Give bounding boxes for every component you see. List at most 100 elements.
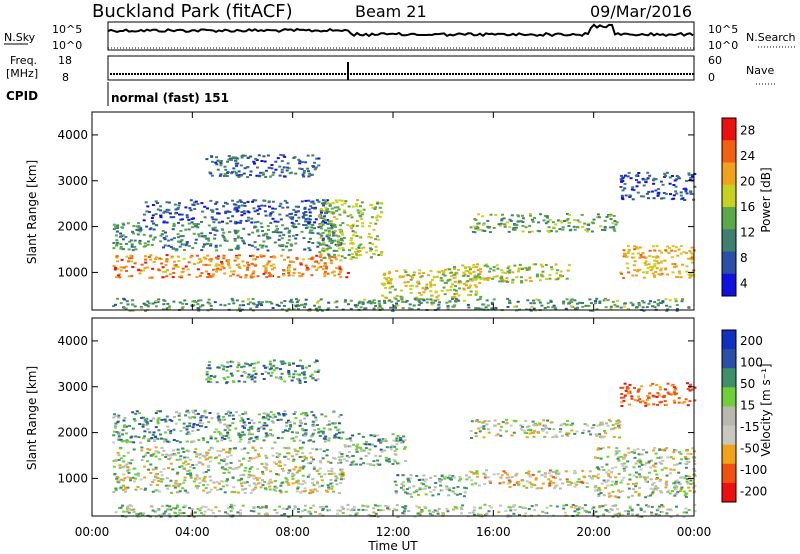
velocity-band-0-cell [284,490,288,493]
power-band-8-cell [655,260,659,263]
power-band-5-cell [411,276,414,279]
power-band-7-cell [532,263,536,266]
velocity-band-9-cell [530,505,534,508]
velocity-band-7-cell [638,458,642,461]
velocity-band-7-cell [643,478,647,481]
velocity-band-1-cell [299,421,303,424]
velocity-band-6-cell [523,431,527,434]
velocity-band-9-cell [639,509,643,512]
power-band-4-cell [328,202,332,205]
velocity-band-0-cell [162,468,166,470]
velocity-band-1-cell [292,413,296,415]
velocity-band-9-cell [395,509,398,511]
power-band-6-cell [558,228,562,231]
velocity-band-0-cell [115,477,119,480]
velocity-band-3-cell [379,439,383,442]
power-band-5-cell [453,280,457,283]
power-band-2-cell [209,199,213,202]
velocity-band-3-cell [385,459,388,462]
velocity-band-8-cell [672,391,676,394]
power-band-5-cell [457,282,461,285]
velocity-band-9-cell [132,511,136,513]
power-band-1-cell [311,231,315,234]
velocity-band-1-cell [238,440,242,443]
velocity-band-9-cell [630,509,634,512]
power-band-1-cell [170,238,174,241]
power-band-4-cell [340,232,344,234]
velocity-band-0-cell [251,489,254,492]
velocity-band-9-cell [534,504,538,507]
power-band-0-cell [236,257,240,260]
velocity-band-9-cell [162,512,166,515]
power-band-0-cell [298,275,302,278]
power-band-5-cell [383,277,387,280]
power-band-4-cell [341,233,345,236]
power-band-1-cell [138,242,142,245]
power-band-10-cell [285,310,289,312]
power-band-10-cell [529,309,533,312]
velocity-band-1-cell [182,422,186,425]
power-band-4-cell [326,202,329,205]
power-band-3-cell [232,167,236,170]
velocity-band-0-cell [154,446,158,449]
power-band-1-cell [267,228,270,231]
velocity-band-7-cell [678,483,682,486]
power-band-0-cell [161,270,165,273]
colorbar-tick-label: -50 [740,441,760,455]
velocity-band-0-cell [273,485,277,488]
velocity-band-0-cell [180,465,184,468]
velocity-band-9-cell [693,510,697,513]
velocity-band-5-cell [552,481,556,484]
power-band-0-cell [209,260,213,263]
power-band-6-cell [592,218,596,221]
power-band-4-cell [341,222,345,224]
power-band-3-cell [302,175,306,178]
power-band-7-cell [477,273,481,276]
power-band-6-cell [605,215,609,218]
power-band-1-cell [203,236,207,239]
power-band-4-cell [343,202,347,205]
power-band-10-cell [131,303,135,306]
power-band-1-cell [335,234,339,237]
power-band-9-cell [693,185,697,188]
velocity-band-9-cell [322,505,325,508]
velocity-band-8-cell [688,383,692,386]
velocity-band-9-cell [376,515,380,518]
power-band-9-cell [640,195,643,198]
power-band-1-cell [172,225,176,228]
power-band-1-cell [131,249,135,252]
power-band-6-cell [568,229,572,232]
velocity-band-0-cell [330,487,334,490]
power-band-9-cell [645,192,649,195]
velocity-band-5-cell [567,483,571,486]
velocity-band-3-cell [370,443,374,446]
velocity-band-1-cell [121,433,124,436]
velocity-band-9-cell [273,509,277,511]
velocity-band-6-cell [520,429,524,432]
velocity-band-8-cell [666,382,670,385]
power-band-9-cell [619,178,623,181]
power-band-3-cell [274,160,278,163]
velocity-band-0-cell [309,489,313,492]
velocity-band-0-cell [136,474,140,477]
power-band-3-cell [261,171,265,174]
power-band-5-cell [387,277,391,279]
power-band-10-cell [591,309,595,312]
power-band-10-cell [261,301,264,304]
power-y-tick-label: 4000 [57,128,88,142]
velocity-band-0-cell [201,454,205,457]
beam-label: Beam 21 [355,2,427,21]
velocity-band-7-cell [674,488,678,491]
velocity-band-5-cell [543,473,547,476]
velocity-band-1-cell [178,441,182,444]
cpid-value: normal (fast) 151 [111,91,229,105]
power-band-4-cell [343,209,346,212]
power-band-2-cell [234,206,238,209]
power-band-0-cell [144,261,148,264]
velocity-band-7-cell [663,449,666,452]
power-band-1-cell [308,237,312,240]
power-band-8-cell [667,251,671,254]
velocity-band-1-cell [201,437,205,440]
power-band-3-cell [280,160,284,163]
velocity-band-1-cell [320,413,324,416]
